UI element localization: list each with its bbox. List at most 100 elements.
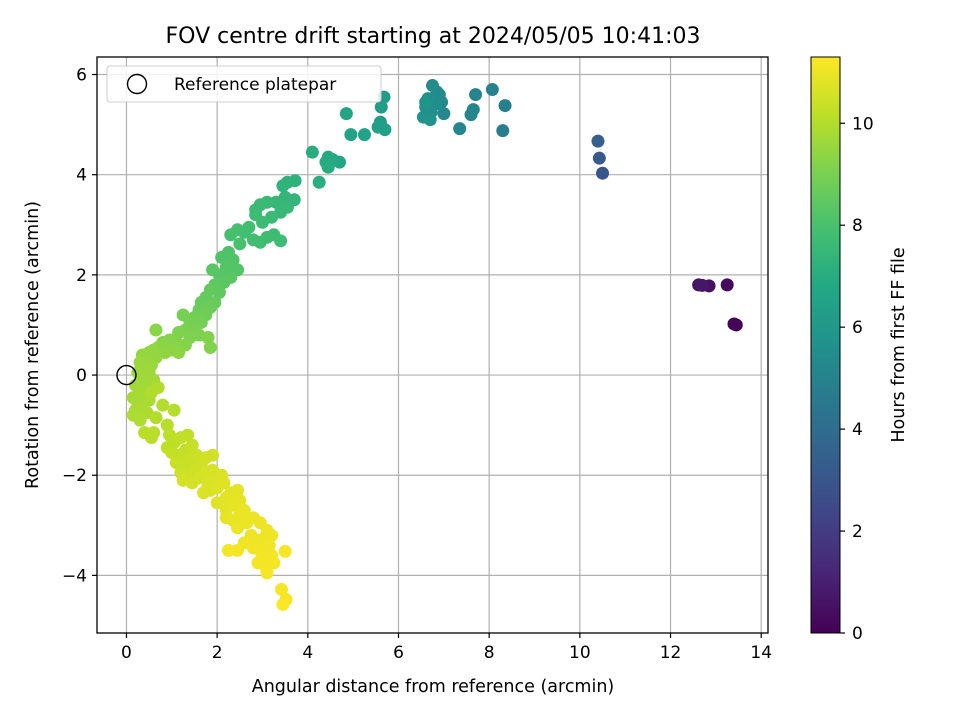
colorbar: 0 2 4 6 8 10 Hours from first FF file xyxy=(810,56,909,644)
data-point xyxy=(464,108,478,122)
data-point xyxy=(591,134,605,148)
data-point xyxy=(596,166,610,180)
colorbar-tick-label: 8 xyxy=(852,216,863,236)
y-tick-label: 2 xyxy=(76,266,87,286)
x-tick-label: 4 xyxy=(302,643,313,663)
data-point xyxy=(249,208,263,222)
data-point xyxy=(498,99,512,113)
reference-platepar-marker xyxy=(116,364,137,386)
data-point xyxy=(172,325,186,339)
colorbar-tick-label: 2 xyxy=(852,522,863,542)
data-point xyxy=(344,128,358,142)
y-axis: −4 −2 0 2 4 6 xyxy=(62,66,97,586)
x-tick-label: 6 xyxy=(393,643,404,663)
data-point xyxy=(221,543,235,557)
data-point xyxy=(720,278,734,292)
legend-marker-reference xyxy=(126,73,148,95)
data-point xyxy=(144,431,158,445)
y-tick-label: 4 xyxy=(76,166,87,186)
colorbar-tick-label: 0 xyxy=(852,624,863,644)
data-point xyxy=(203,341,217,355)
data-point xyxy=(149,323,163,337)
x-axis: 0 2 4 6 8 10 12 14 xyxy=(121,633,772,663)
data-point xyxy=(167,403,181,417)
data-point xyxy=(149,411,163,425)
data-point xyxy=(217,476,231,490)
data-point xyxy=(176,308,190,322)
data-point xyxy=(419,95,433,109)
data-point xyxy=(374,100,388,114)
data-point xyxy=(237,503,251,517)
data-point xyxy=(321,160,335,174)
data-point xyxy=(185,438,199,452)
colorbar-tick-label: 6 xyxy=(852,318,863,338)
colorbar-label: Hours from first FF file xyxy=(889,247,909,442)
data-point xyxy=(278,544,292,558)
data-point xyxy=(231,543,245,557)
plot-frame xyxy=(96,56,769,634)
data-point xyxy=(339,107,353,121)
x-tick-label: 2 xyxy=(212,643,223,663)
legend-entry-reference: Reference platepar xyxy=(174,75,336,95)
data-point xyxy=(357,128,371,142)
y-tick-label: −2 xyxy=(62,466,87,486)
x-tick-label: 8 xyxy=(484,643,495,663)
data-point xyxy=(276,597,290,611)
data-point xyxy=(371,120,385,134)
data-point xyxy=(246,233,260,247)
data-point xyxy=(469,88,483,102)
data-point xyxy=(262,538,276,552)
data-point xyxy=(233,493,247,507)
x-axis-label: Angular distance from reference (arcmin) xyxy=(252,677,615,697)
data-point xyxy=(485,83,499,97)
chart-title: FOV centre drift starting at 2024/05/05 … xyxy=(166,24,701,49)
y-tick-label: 6 xyxy=(76,66,87,86)
data-point xyxy=(172,346,186,360)
y-tick-label: 0 xyxy=(76,366,87,386)
data-point xyxy=(274,234,288,248)
data-point xyxy=(206,448,220,462)
x-tick-label: 0 xyxy=(121,643,132,663)
colorbar-tick-label: 10 xyxy=(852,114,874,134)
data-point xyxy=(267,556,281,570)
x-tick-label: 12 xyxy=(660,643,682,663)
colorbar-gradient xyxy=(810,56,841,634)
data-point xyxy=(265,528,279,542)
legend-box xyxy=(106,65,382,103)
data-point xyxy=(275,582,289,596)
data-point xyxy=(160,418,174,432)
colorbar-ticks: 0 2 4 6 8 10 xyxy=(840,114,874,644)
y-axis-label: Rotation from reference (arcmin) xyxy=(23,201,43,489)
data-point xyxy=(151,381,165,395)
data-point xyxy=(215,250,229,264)
colorbar-tick-label: 4 xyxy=(852,420,863,440)
data-point xyxy=(437,107,451,121)
x-tick-label: 14 xyxy=(750,643,772,663)
legend: Reference platepar xyxy=(106,65,382,103)
data-point xyxy=(260,566,274,580)
grid xyxy=(97,57,768,633)
data-point xyxy=(276,179,290,193)
data-point xyxy=(305,145,319,159)
data-point xyxy=(727,317,741,331)
data-point xyxy=(592,151,606,165)
data-point xyxy=(156,398,170,412)
y-tick-label: −4 xyxy=(62,566,87,586)
data-point xyxy=(695,278,709,292)
data-point xyxy=(181,428,195,442)
data-point xyxy=(133,413,147,427)
data-point xyxy=(269,195,283,209)
data-point xyxy=(496,124,510,138)
x-tick-label: 10 xyxy=(569,643,591,663)
data-point xyxy=(201,330,215,344)
data-point xyxy=(206,263,220,277)
data-point xyxy=(231,483,245,497)
scatter-points xyxy=(116,79,743,611)
data-point xyxy=(224,228,238,242)
data-point xyxy=(233,237,247,251)
data-point xyxy=(426,79,439,93)
data-point xyxy=(423,113,437,127)
data-point xyxy=(312,175,326,189)
data-point xyxy=(453,122,467,136)
